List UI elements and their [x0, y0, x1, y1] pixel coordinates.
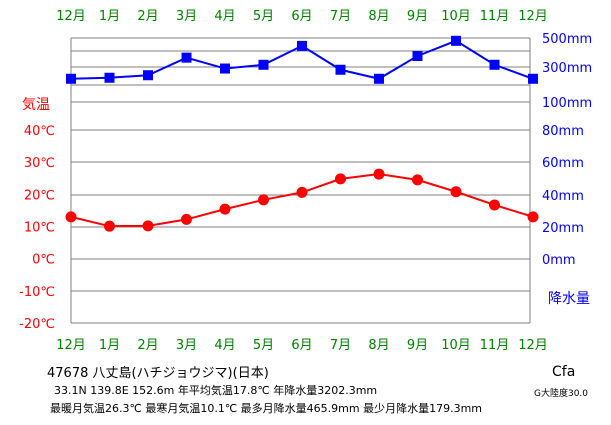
- y-tick-label-precipitation: 20mm: [542, 221, 584, 236]
- precipitation-point: [104, 72, 115, 83]
- station-stats-line1: 33.1N 139.8E 152.6m 年平均気温17.8℃ 年降水量3202.…: [54, 384, 378, 397]
- temperature-point: [412, 174, 423, 186]
- temperature-point: [65, 211, 77, 223]
- x-tick-label-top: 12月: [56, 9, 86, 24]
- y-tick-label-precipitation: 0mm: [542, 253, 576, 268]
- koppen-class: Cfa: [552, 364, 576, 380]
- x-tick-label-top: 1月: [99, 9, 120, 24]
- x-tick-label-bottom: 10月: [441, 338, 471, 353]
- temperature-point: [489, 199, 500, 211]
- x-tick-label-top: 8月: [368, 9, 389, 24]
- precipitation-series: [66, 35, 538, 84]
- x-tick-label-bottom: 11月: [480, 338, 510, 353]
- precipitation-point: [181, 52, 192, 63]
- precipitation-point: [489, 59, 500, 70]
- x-axis-top: 12月 1月 2月 3月 4月 5月 6月 7月 8月 9月 10月 11月 12月: [56, 9, 548, 24]
- y-axis-temperature: 40℃ 30℃ 20℃ 10℃ 0℃ -10℃ -20℃: [19, 124, 55, 332]
- x-tick-label-top: 6月: [291, 9, 312, 24]
- x-tick-label-bottom: 12月: [56, 338, 86, 353]
- x-tick-label-bottom: 7月: [330, 338, 351, 353]
- y-tick-label-temperature: 0℃: [32, 253, 55, 268]
- x-tick-label-bottom: 4月: [214, 338, 235, 353]
- precipitation-point: [528, 73, 538, 84]
- x-tick-label-bottom: 3月: [176, 338, 197, 353]
- x-tick-label-bottom: 9月: [407, 338, 428, 353]
- y-tick-label-precipitation: 80mm: [542, 124, 584, 139]
- x-tick-label-bottom: 1月: [99, 338, 120, 353]
- temperature-point: [258, 194, 269, 206]
- x-tick-label-top: 12月: [518, 9, 548, 24]
- precipitation-point: [297, 40, 307, 51]
- temperature-point: [450, 186, 462, 198]
- precipitation-point: [374, 73, 384, 84]
- precipitation-point: [66, 73, 76, 84]
- x-tick-label-top: 9月: [407, 9, 428, 24]
- temperature-point: [373, 168, 385, 180]
- x-axis-bottom: 12月 1月 2月 3月 4月 5月 6月 7月 8月 9月 10月 11月 12月: [56, 338, 548, 353]
- y-tick-label-precipitation: 60mm: [542, 156, 584, 171]
- temperature-line: [70, 173, 534, 228]
- precipitation-point: [220, 63, 230, 74]
- y-tick-label-temperature: -10℃: [19, 285, 55, 300]
- precipitation-point: [412, 50, 423, 61]
- precipitation-point: [335, 64, 346, 75]
- y-tick-label-precipitation: 100mm: [542, 96, 592, 111]
- temperature-point: [219, 203, 231, 215]
- temperature-series: [65, 168, 539, 232]
- y-tick-label-temperature: 20℃: [24, 188, 55, 203]
- precipitation-axis-title: 降水量: [548, 291, 590, 307]
- y-tick-label-precipitation: 40mm: [542, 189, 584, 204]
- x-tick-label-top: 5月: [253, 9, 274, 24]
- x-tick-label-top: 4月: [214, 9, 235, 24]
- y-tick-label-precipitation: 500mm: [542, 32, 592, 47]
- y-tick-label-temperature: 10℃: [24, 221, 55, 236]
- temperature-axis-title: 気温: [22, 97, 50, 113]
- y-tick-label-temperature: -20℃: [19, 317, 55, 332]
- temperature-point: [527, 211, 539, 223]
- y-tick-label-precipitation: 300mm: [542, 61, 592, 76]
- temperature-point: [296, 186, 308, 198]
- x-tick-label-bottom: 2月: [137, 338, 158, 353]
- x-tick-label-bottom: 12月: [518, 338, 548, 353]
- y-axis-precipitation: 500mm 300mm 100mm 80mm 60mm 40mm 20mm 0mm: [542, 32, 592, 268]
- x-tick-label-bottom: 6月: [291, 338, 312, 353]
- x-tick-label-bottom: 5月: [253, 338, 274, 353]
- x-tick-label-top: 7月: [330, 9, 351, 24]
- precipitation-point: [143, 70, 153, 81]
- x-tick-label-top: 3月: [176, 9, 197, 24]
- station-stats-line2: 最暖月気温26.3℃ 最寒月気温10.1℃ 最多月降水量465.9mm 最少月降…: [50, 402, 483, 415]
- temperature-point: [142, 220, 154, 232]
- y-tick-label-temperature: 40℃: [24, 124, 55, 139]
- x-tick-label-top: 11月: [480, 9, 510, 24]
- x-tick-label-bottom: 8月: [368, 338, 389, 353]
- x-tick-label-top: 10月: [441, 9, 471, 24]
- station-title: 47678 八丈島(ハチジョウジマ)(日本): [47, 366, 269, 381]
- precipitation-point: [451, 35, 461, 46]
- x-tick-label-top: 2月: [137, 9, 158, 24]
- temperature-point: [335, 173, 346, 185]
- continentality-index: G大陸度30.0: [534, 389, 589, 399]
- y-tick-label-temperature: 30℃: [24, 156, 55, 171]
- temperature-point: [104, 220, 115, 232]
- grid-lines: [70, 37, 531, 324]
- temperature-point: [181, 213, 192, 225]
- precipitation-point: [258, 59, 269, 70]
